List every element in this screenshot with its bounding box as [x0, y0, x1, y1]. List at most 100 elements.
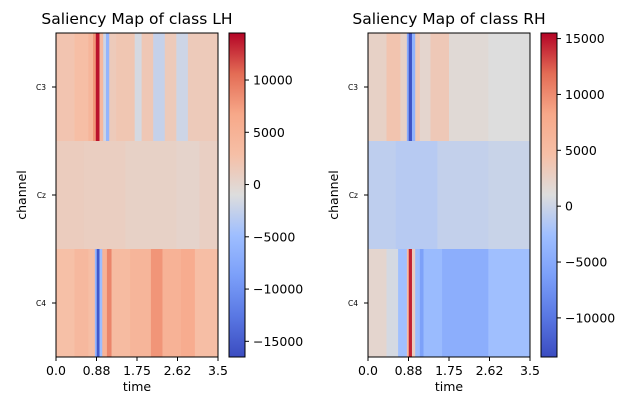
- heatmap-cell-c4-9: [442, 249, 489, 357]
- heatmap-cell-c4-5: [411, 249, 416, 357]
- colorbar-tick-label: −5000: [253, 229, 295, 244]
- colorbar-tick-label: 0: [565, 199, 573, 214]
- heatmap-cell-c3-12: [153, 33, 166, 141]
- x-tick-label: 3.5: [520, 363, 540, 378]
- heatmap-cell-c3-9: [116, 33, 136, 141]
- y-tick-label-c4: C4: [36, 299, 46, 308]
- heatmap-cell-c4-10: [488, 249, 531, 357]
- heatmap-cell-cz-3: [488, 141, 531, 249]
- y-tick-label-c3: C3: [36, 83, 46, 92]
- heatmap-cell-c4-1: [74, 249, 89, 357]
- heatmap-cell-c3-3: [93, 33, 97, 141]
- x-tick-label: 0.0: [46, 363, 66, 378]
- x-tick-label: 2.62: [476, 363, 504, 378]
- colorbar-tick-label: 5000: [253, 125, 285, 140]
- chart-title: Saliency Map of class LH: [41, 10, 232, 28]
- heatmap-cell-c4-3: [94, 249, 98, 357]
- heatmap-cell-cz-4: [199, 141, 219, 249]
- heatmap-cell-c3-9: [449, 33, 489, 141]
- heatmap-cell-c4-5: [99, 249, 103, 357]
- x-tick-label: 1.75: [123, 363, 151, 378]
- heatmap-cell-c4-6: [102, 249, 108, 357]
- heatmap-cell-c3-5: [99, 33, 104, 141]
- y-tick-label-c3: C3: [348, 83, 358, 92]
- colorbar-tick-label: −10000: [565, 310, 615, 325]
- heatmap-cell-c4-7: [419, 249, 424, 357]
- heatmap-cell-c3-13: [164, 33, 177, 141]
- heatmap-cell-c3-0: [56, 33, 75, 141]
- heatmap-cell-c3-1: [386, 33, 401, 141]
- x-tick-label: 0.0: [358, 363, 378, 378]
- heatmap-cell-c4-0: [368, 249, 387, 357]
- y-tick-label-c4: C4: [348, 299, 358, 308]
- heatmap-cell-c3-6: [103, 33, 107, 141]
- colorbar: [228, 32, 246, 358]
- heatmap-cell-cz-3: [176, 141, 200, 249]
- heatmap-cell-c4-0: [56, 249, 75, 357]
- heatmap-cell-c3-4: [408, 33, 413, 141]
- heatmap-cell-c3-8: [430, 33, 450, 141]
- heatmap-cell-c3-4: [95, 33, 100, 141]
- heatmap-cell-cz-0: [56, 141, 85, 249]
- y-tick-label-cz: Cz: [37, 191, 46, 200]
- chart-title: Saliency Map of class RH: [352, 10, 545, 28]
- heatmap-cell-c4-8: [423, 249, 443, 357]
- heatmap-cell-c3-6: [415, 33, 421, 141]
- y-tick-label-cz: Cz: [349, 191, 358, 200]
- x-axis-label: time: [435, 379, 464, 394]
- heatmap-cell-c4-2: [88, 249, 96, 357]
- colorbar-tick-label: 10000: [565, 87, 605, 102]
- colorbar-tick-label: −15000: [253, 334, 303, 349]
- heatmap-cell-c3-7: [419, 33, 431, 141]
- x-tick-label: 2.62: [164, 363, 192, 378]
- colorbar-tick-label: 0: [253, 177, 261, 192]
- colorbar-tick-label: −5000: [565, 255, 607, 270]
- x-tick-label: 1.75: [435, 363, 463, 378]
- heatmap-cell-c3-10: [134, 33, 143, 141]
- colorbar: [540, 32, 558, 358]
- heatmap-cell-cz-2: [125, 141, 177, 249]
- colorbar-tick-label: 15000: [565, 31, 605, 46]
- heatmap-cell-cz-1: [83, 141, 126, 249]
- heatmap-cell-c4-11: [162, 249, 182, 357]
- chart-panel-lh: Saliency Map of class LH 0.0 0.88 1.75 2.62 3…: [14, 10, 303, 394]
- heatmap-cell-c3-8: [109, 33, 117, 141]
- heatmap-cell-cz-1: [395, 141, 438, 249]
- x-axis-label: time: [123, 379, 152, 394]
- y-axis-label: channel: [14, 170, 29, 219]
- heatmap-cell-cz-2: [437, 141, 489, 249]
- colorbar-tick-label: 5000: [565, 143, 597, 158]
- heatmap-cell-c3-3: [406, 33, 410, 141]
- heatmap-cell-c4-10: [150, 249, 163, 357]
- heatmap-cell-c3-10: [488, 33, 531, 141]
- x-tick-label: 3.5: [208, 363, 228, 378]
- heatmap-cell-c4-12: [180, 249, 196, 357]
- chart-panel-rh: Saliency Map of class RH 0.0 0.88 1.75 2.62 3…: [326, 10, 615, 394]
- heatmap-cell-c3-2: [400, 33, 408, 141]
- heatmap-cell-c4-6: [415, 249, 421, 357]
- colorbar-tick-label: −10000: [253, 282, 303, 297]
- heatmap-cell-c3-2: [88, 33, 94, 141]
- x-tick-label: 0.88: [395, 363, 423, 378]
- y-axis-label: channel: [326, 170, 341, 219]
- x-tick-label: 0.88: [83, 363, 111, 378]
- heatmap-cell-c4-9: [130, 249, 152, 357]
- heatmap-cell-c3-5: [411, 33, 416, 141]
- heatmap-cell-c3-0: [368, 33, 387, 141]
- heatmap-cell-c4-1: [386, 249, 399, 357]
- heatmap-cell-c3-11: [141, 33, 154, 141]
- heatmap-cell-c4-4: [96, 249, 100, 357]
- heatmap-cell-c3-1: [74, 33, 89, 141]
- heatmap-cell-c4-4: [408, 249, 413, 357]
- heatmap-cell-c4-7: [106, 249, 112, 357]
- heatmap-cell-c3-7: [105, 33, 110, 141]
- heatmap-cell-c3-14: [176, 33, 189, 141]
- heatmap-cell-c4-3: [406, 249, 410, 357]
- heatmap-cell-c4-13: [194, 249, 219, 357]
- heatmap-cell-cz-0: [368, 141, 397, 249]
- heatmap-cell-c4-8: [111, 249, 131, 357]
- heatmap-cell-c4-2: [398, 249, 408, 357]
- heatmap-cell-c3-15: [187, 33, 219, 141]
- colorbar-tick-label: 10000: [253, 73, 293, 88]
